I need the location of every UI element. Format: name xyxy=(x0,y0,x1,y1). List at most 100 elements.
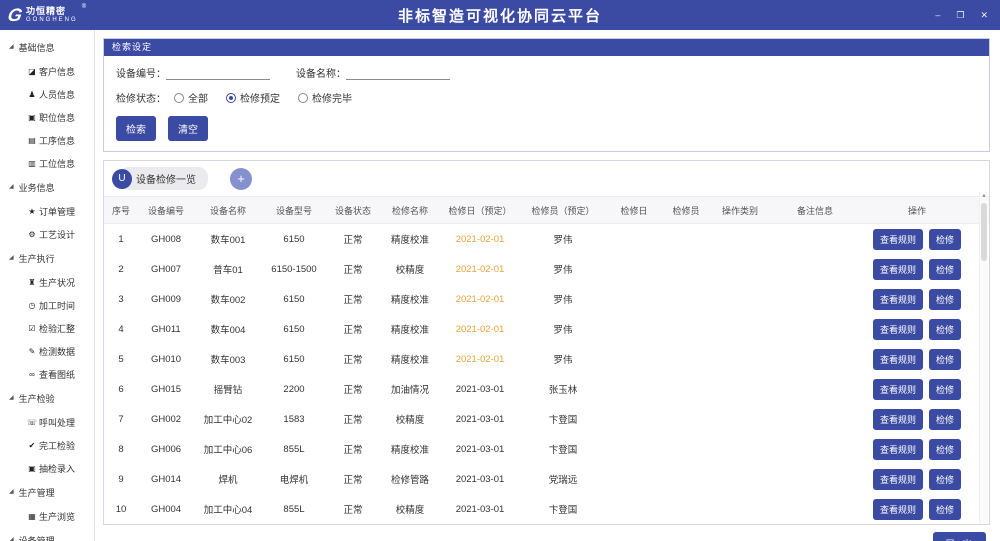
sidebar-item[interactable]: ◪ 客户信息 xyxy=(28,67,76,77)
repair-button[interactable]: 检修 xyxy=(929,228,962,250)
add-tab-button[interactable]: + xyxy=(230,167,252,190)
cell-task: 精度校准 xyxy=(390,235,429,246)
cell-planned_date: 2021-02-01 xyxy=(455,263,505,275)
status-radio-row: 检修状态： 全部 检修预定 检修完毕 xyxy=(116,90,977,105)
view-rule-button[interactable]: 查看规则 xyxy=(872,468,923,490)
sidebar-item[interactable]: ★ 订单管理 xyxy=(28,207,76,217)
sidebar-item[interactable]: ▣ 抽检录入 xyxy=(28,464,76,474)
people-icon: ♟ xyxy=(28,90,36,99)
cell-status: 正常 xyxy=(343,445,363,456)
sidebar-item[interactable]: ♟ 人员信息 xyxy=(28,90,76,100)
radio-option[interactable]: 检修完毕 xyxy=(298,90,352,105)
radio-option[interactable]: 检修预定 xyxy=(226,90,280,105)
view-rule-button[interactable]: 查看规则 xyxy=(872,288,923,310)
cell-task: 加油情况 xyxy=(390,385,429,396)
cell-no: 3 xyxy=(118,293,124,305)
cell-actions: 查看规则 检修 xyxy=(860,288,974,310)
sidebar-item[interactable]: ✎ 检测数据 xyxy=(28,347,76,357)
view-rule-button[interactable]: 查看规则 xyxy=(872,318,923,340)
sidebar-section-header[interactable]: ◢ 生产管理 xyxy=(9,488,55,498)
repair-button[interactable]: 检修 xyxy=(929,498,962,520)
sidebar-item[interactable]: ♜ 生产状况 xyxy=(28,278,76,288)
view-rule-button[interactable]: 查看规则 xyxy=(872,228,923,250)
cell-actions: 查看规则 检修 xyxy=(860,258,974,280)
view-rule-button[interactable]: 查看规则 xyxy=(872,438,923,460)
view-rule-button[interactable]: 查看规则 xyxy=(872,498,923,520)
sidebar-item[interactable]: ☑ 检验汇整 xyxy=(28,324,76,334)
view-rule-button[interactable]: 查看规则 xyxy=(872,348,923,370)
table-row: 5 GH010 数车003 6150 正常 精度校准 2021-02-01 罗伟 查看规则 检修 xyxy=(104,344,989,374)
caret-icon: ◢ xyxy=(9,537,14,541)
cell-status: 正常 xyxy=(343,295,363,306)
sidebar-section-header[interactable]: ◢ 业务信息 xyxy=(9,183,55,193)
cell-code: GH014 xyxy=(150,473,182,485)
sidebar-item[interactable]: ▤ 工序信息 xyxy=(28,136,76,146)
caret-icon: ◢ xyxy=(9,395,14,401)
device-name-input[interactable] xyxy=(346,65,450,80)
tab-equipment-maintenance-list[interactable]: 设备检修一览 xyxy=(119,167,208,190)
cell-code: GH004 xyxy=(150,503,182,515)
cell-planned_staff: 卞登国 xyxy=(548,445,578,456)
user-badge-icon: U xyxy=(112,168,132,189)
sidebar-item[interactable]: ◷ 加工时间 xyxy=(28,301,76,311)
column-header: 备注信息 xyxy=(796,205,833,216)
repair-button[interactable]: 检修 xyxy=(929,468,962,490)
cell-actions: 查看规则 检修 xyxy=(860,498,974,520)
sidebar-item[interactable]: ☏ 呼叫处理 xyxy=(27,418,76,428)
clear-button[interactable]: 清空 xyxy=(168,116,208,141)
workstation-icon: ▥ xyxy=(28,159,36,168)
view-rule-button[interactable]: 查看规则 xyxy=(872,408,923,430)
view-rule-button[interactable]: 查看规则 xyxy=(872,258,923,280)
cell-name: 摇臂钻 xyxy=(213,385,243,396)
sidebar-section-header[interactable]: ◢ 生产检验 xyxy=(9,394,55,404)
scrollbar-thumb[interactable] xyxy=(981,203,987,261)
close-icon[interactable]: ✕ xyxy=(980,9,988,20)
table-body: 1 GH008 数车001 6150 正常 精度校准 2021-02-01 罗伟 查看规则 检修 2… xyxy=(104,224,989,524)
check-icon: ✔ xyxy=(28,441,36,450)
cell-name: 数车002 xyxy=(210,295,246,306)
vertical-scrollbar[interactable]: ▲ xyxy=(979,192,988,523)
position-icon: ▣ xyxy=(28,113,36,122)
sidebar-section-header[interactable]: ◢ 设备管理 xyxy=(9,536,55,541)
repair-button[interactable]: 检修 xyxy=(929,288,962,310)
view-rule-button[interactable]: 查看规则 xyxy=(872,378,923,400)
device-name-label: 设备名称： xyxy=(296,69,346,80)
device-no-input[interactable] xyxy=(166,65,270,80)
sidebar-item[interactable]: ⚙ 工艺设计 xyxy=(28,230,76,240)
cell-planned_date: 2021-02-01 xyxy=(455,293,505,305)
restore-icon[interactable]: ❐ xyxy=(956,9,965,20)
repair-button[interactable]: 检修 xyxy=(929,318,962,340)
sidebar: ◢ 基础信息 ◪ 客户信息 ♟ 人员信息 ▣ 职位信息 ▤ 工序信息 ▥ 工位信息 ◢ 业务信息 ★ 订单管理… xyxy=(0,30,95,541)
sidebar-item[interactable]: ✔ 完工检验 xyxy=(28,441,76,451)
minimize-icon[interactable]: – xyxy=(935,10,941,20)
sidebar-section-header[interactable]: ◢ 基础信息 xyxy=(9,43,55,53)
sidebar-item[interactable]: ▦ 生产浏览 xyxy=(28,512,76,522)
cell-task: 精度校准 xyxy=(390,295,429,306)
export-button[interactable]: 导 出 xyxy=(933,532,986,541)
sidebar-section-header[interactable]: ◢ 生产执行 xyxy=(9,254,55,264)
cell-no: 9 xyxy=(118,473,124,485)
cell-code: GH011 xyxy=(151,323,181,335)
cell-planned_staff: 罗伟 xyxy=(553,235,573,246)
data-icon: ✎ xyxy=(28,347,36,356)
repair-button[interactable]: 检修 xyxy=(929,408,962,430)
repair-button[interactable]: 检修 xyxy=(929,438,962,460)
radio-option[interactable]: 全部 xyxy=(174,90,208,105)
cell-planned_date: 2021-03-01 xyxy=(455,443,505,455)
cell-status: 正常 xyxy=(343,355,363,366)
cell-name: 加工中心06 xyxy=(203,445,253,456)
sidebar-item[interactable]: ▥ 工位信息 xyxy=(28,159,76,169)
repair-button[interactable]: 检修 xyxy=(929,348,962,370)
repair-button[interactable]: 检修 xyxy=(929,258,962,280)
cell-status: 正常 xyxy=(343,265,363,276)
cell-name: 数车004 xyxy=(210,325,246,336)
cell-actions: 查看规则 检修 xyxy=(860,408,974,430)
sidebar-item[interactable]: ▣ 职位信息 xyxy=(28,113,76,123)
repair-button[interactable]: 检修 xyxy=(929,378,962,400)
scroll-up-icon[interactable]: ▲ xyxy=(981,193,987,199)
search-button[interactable]: 检索 xyxy=(116,116,156,141)
inspection-icon: ☑ xyxy=(28,324,36,333)
cell-task: 校精度 xyxy=(395,415,425,426)
sidebar-item[interactable]: ∞ 查看图纸 xyxy=(0,363,94,386)
cell-name: 焊机 xyxy=(218,475,238,486)
